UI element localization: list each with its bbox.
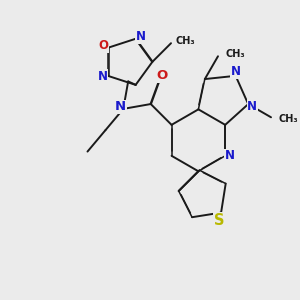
Text: N: N: [231, 65, 241, 79]
Text: N: N: [136, 30, 146, 43]
Text: N: N: [247, 100, 257, 112]
Text: N: N: [115, 100, 126, 113]
Text: CH₃: CH₃: [279, 114, 298, 124]
Text: N: N: [225, 149, 235, 162]
Text: CH₃: CH₃: [176, 36, 196, 46]
Text: S: S: [214, 213, 224, 228]
Text: N: N: [98, 70, 108, 83]
Text: O: O: [99, 39, 109, 52]
Text: CH₃: CH₃: [226, 49, 245, 59]
Text: O: O: [156, 69, 167, 82]
